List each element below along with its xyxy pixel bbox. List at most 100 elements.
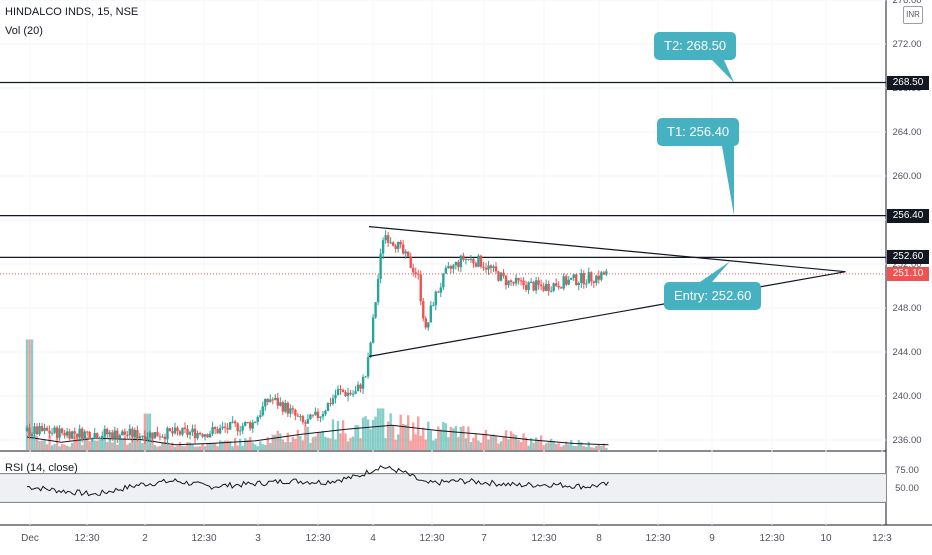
- candle-up: [231, 421, 234, 423]
- candle-down: [539, 284, 543, 287]
- candle-up: [25, 427, 29, 432]
- candle-down: [163, 436, 167, 440]
- candle-down: [472, 258, 475, 264]
- candle-up: [492, 266, 495, 269]
- volume-bar-up: [427, 421, 430, 450]
- candle-up: [404, 251, 407, 254]
- candle-down: [296, 415, 300, 417]
- candle-up: [507, 280, 510, 286]
- candle-down: [417, 273, 420, 275]
- volume-bar-up: [65, 445, 69, 450]
- volume-bar-up: [567, 444, 570, 450]
- volume-bar-down: [73, 436, 76, 450]
- volume-bar-up: [492, 434, 495, 450]
- volume-bar-up: [241, 445, 244, 450]
- candle-up: [354, 391, 357, 394]
- volume-bar-up: [261, 444, 264, 450]
- price-tick-label: 252.00: [892, 259, 921, 270]
- volume-bar-down: [402, 423, 405, 450]
- candle-up: [319, 416, 322, 419]
- candle-down: [123, 431, 127, 435]
- volume-bar-down: [55, 436, 59, 450]
- candle-down: [201, 434, 204, 437]
- candle-up: [43, 427, 46, 432]
- volume-bar-up: [356, 425, 360, 450]
- candle-up: [221, 426, 224, 429]
- callout-target2[interactable]: T2: 268.50: [654, 32, 737, 60]
- candle-up: [38, 426, 41, 435]
- volume-bar-up: [70, 443, 74, 450]
- candle-down: [524, 285, 528, 290]
- candle-up: [577, 282, 580, 285]
- candle-down: [193, 428, 197, 439]
- candle-up: [108, 432, 111, 435]
- volume-bar-up: [384, 438, 387, 450]
- currency-badge[interactable]: INR: [903, 6, 923, 24]
- volume-bar-up: [527, 445, 530, 450]
- volume-bar-up: [364, 416, 367, 450]
- volume-bar-down: [213, 442, 217, 450]
- candle-up: [487, 265, 490, 270]
- volume-bar-up: [188, 442, 192, 450]
- volume-bar-down: [472, 437, 475, 450]
- volume-bar-up: [595, 445, 598, 450]
- volume-bar-up: [334, 439, 337, 450]
- rsi-indicator-label[interactable]: RSI (14, close): [5, 462, 78, 474]
- candle-down: [206, 434, 209, 438]
- volume-bar-up: [251, 442, 254, 450]
- volume-bar-down: [424, 439, 427, 450]
- volume-indicator-label[interactable]: Vol (20): [5, 25, 43, 37]
- candle-up: [585, 283, 588, 285]
- volume-bar-up: [477, 440, 480, 450]
- volume-bar-down: [512, 433, 515, 450]
- candle-down: [126, 434, 129, 436]
- volume-bar-down: [474, 433, 478, 450]
- rsi-pane: [0, 465, 886, 503]
- volume-bar-down: [504, 430, 508, 450]
- candle-up: [243, 422, 247, 426]
- candle-up: [208, 433, 212, 438]
- price-tick-label: 272.00: [892, 39, 921, 50]
- candle-up: [379, 253, 382, 279]
- volume-bar-down: [304, 425, 307, 450]
- candle-down: [517, 277, 520, 281]
- volume-bar-up: [549, 438, 553, 450]
- candle-down: [547, 283, 550, 291]
- volume-bar-down: [547, 442, 550, 450]
- volume-bar-down: [206, 442, 209, 450]
- volume-bar-up: [191, 443, 194, 450]
- volume-bar-down: [565, 441, 568, 450]
- volume-bar-down: [482, 434, 485, 450]
- candle-up: [261, 406, 264, 416]
- volume-bar-down: [542, 445, 545, 450]
- volume-bar-up: [376, 408, 380, 450]
- time-tick-label: 12:30: [645, 533, 670, 544]
- volume-bar-down: [158, 445, 162, 450]
- volume-bar-up: [442, 422, 445, 450]
- volume-bar-down: [168, 445, 172, 450]
- candle-down: [349, 392, 352, 395]
- callout-entry[interactable]: Entry: 252.60: [664, 282, 762, 310]
- callout-target1[interactable]: T1: 256.40: [657, 118, 740, 146]
- candle-down: [291, 408, 295, 410]
- volume-bar-down: [467, 426, 470, 450]
- rsi-tick-label: 50.00: [895, 483, 919, 494]
- volume-bar-down: [394, 439, 397, 450]
- volume-bar-up: [50, 445, 54, 450]
- candle-up: [211, 427, 214, 434]
- volume-bar-down: [136, 438, 139, 450]
- volume-bar-down: [412, 422, 415, 450]
- volume-bar-up: [30, 339, 34, 450]
- volume-bar-up: [91, 438, 94, 450]
- candle-down: [554, 283, 558, 286]
- volume-bar-up: [336, 420, 340, 450]
- volume-bar-down: [502, 436, 505, 450]
- volume-bar-up: [361, 417, 365, 450]
- price-tick-label: 248.00: [892, 303, 921, 314]
- candle-down: [151, 432, 154, 439]
- volume-bar-down: [399, 414, 402, 450]
- volume-bar-down: [414, 434, 417, 450]
- volume-bar-up: [499, 441, 503, 450]
